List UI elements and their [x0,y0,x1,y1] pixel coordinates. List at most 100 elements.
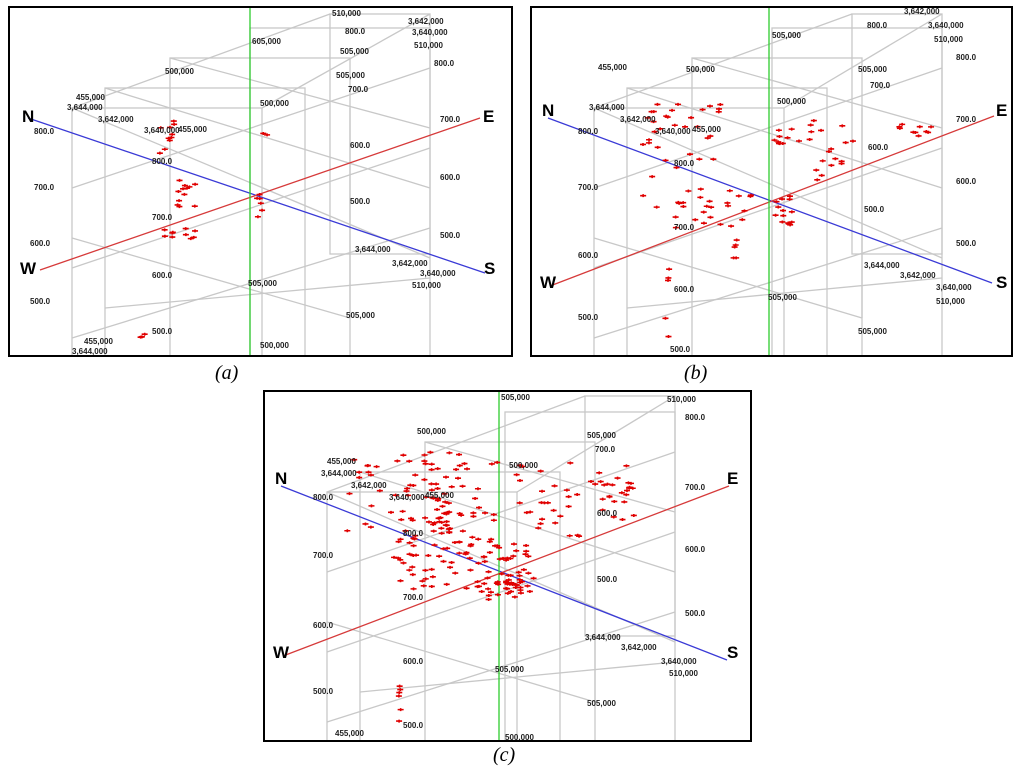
data-point [427,450,434,454]
data-point [456,464,463,468]
data-point [428,462,435,466]
data-point [706,104,713,108]
tick-label: 600.0 [30,239,51,248]
tick-label: 510,000 [667,395,696,404]
data-point [412,473,419,477]
tick-label: 3,640,000 [420,269,456,278]
data-point [773,200,780,204]
data-point [685,189,692,193]
data-point [169,235,176,239]
data-point [780,214,787,218]
data-point [428,488,435,492]
data-point [535,526,542,530]
data-point [174,203,181,207]
data-point [825,150,832,154]
data-point [485,597,492,601]
data-point [192,229,199,233]
data-point [786,194,793,198]
tick-label: 500.0 [597,575,618,584]
data-point [470,511,477,515]
data-point [436,520,443,524]
data-point [480,555,487,559]
data-point [686,152,693,156]
tick-label: 505,000 [772,31,801,40]
data-point [448,560,455,564]
data-point [662,316,669,320]
data-point [675,200,682,204]
tick-label: 500,000 [260,341,289,350]
data-point [488,462,495,466]
data-point [166,138,173,142]
data-point [563,488,570,492]
data-point [526,589,533,593]
data-point [466,556,473,560]
data-point [692,218,699,222]
data-point [434,508,441,512]
data-point [406,459,413,463]
tick-label: 3,640,000 [389,493,425,502]
data-point [470,514,477,518]
data-point [614,476,621,480]
data-point [503,558,510,562]
data-point [506,582,513,586]
data-point [264,133,271,137]
data-point [611,499,618,503]
data-point [623,464,630,468]
data-point [446,526,453,530]
data-point [818,128,825,132]
data-point [710,157,717,161]
data-point [425,554,432,558]
data-point [420,584,427,588]
data-point [601,483,608,487]
data-point [784,136,791,140]
data-point [915,134,922,138]
data-point [510,542,517,546]
data-point [440,559,447,563]
data-point [397,579,404,583]
data-point [730,256,737,260]
tick-label: 3,640,000 [928,21,964,30]
tick-label: 505,000 [768,293,797,302]
south-label: S [727,643,738,662]
data-point [192,182,199,186]
data-point [516,574,523,578]
data-point [780,209,787,213]
data-point [779,197,786,201]
data-point [444,546,451,550]
data-point [434,467,441,471]
data-point [428,482,435,486]
data-point [191,204,198,208]
east-label: E [727,469,738,488]
data-point [395,694,402,698]
data-point [806,137,813,141]
data-point [475,561,482,565]
data-point [621,500,628,504]
data-point [619,518,626,522]
tick-label: 510,000 [669,669,698,678]
data-point [443,582,450,586]
tick-label: 3,642,000 [904,8,940,16]
data-point [464,467,471,471]
data-point [675,102,682,106]
tick-label: 510,000 [936,297,965,306]
tick-label: 500,000 [165,67,194,76]
tick-label: 505,000 [587,699,616,708]
data-point [396,684,403,688]
data-point [623,489,630,493]
data-point [487,590,494,594]
west-east-axis [549,115,995,287]
data-point [434,487,441,491]
data-point [404,487,411,491]
data-point [346,492,353,496]
data-point [408,516,415,520]
tick-label: 505,000 [248,279,277,288]
data-point [787,223,794,227]
south-label: S [996,273,1007,292]
data-point [775,128,782,132]
data-point [161,228,168,232]
data-point [592,482,599,486]
caption-b: (b) [684,362,708,384]
data-point [525,554,532,558]
data-point [405,493,412,497]
tick-label: 3,642,000 [620,115,656,124]
